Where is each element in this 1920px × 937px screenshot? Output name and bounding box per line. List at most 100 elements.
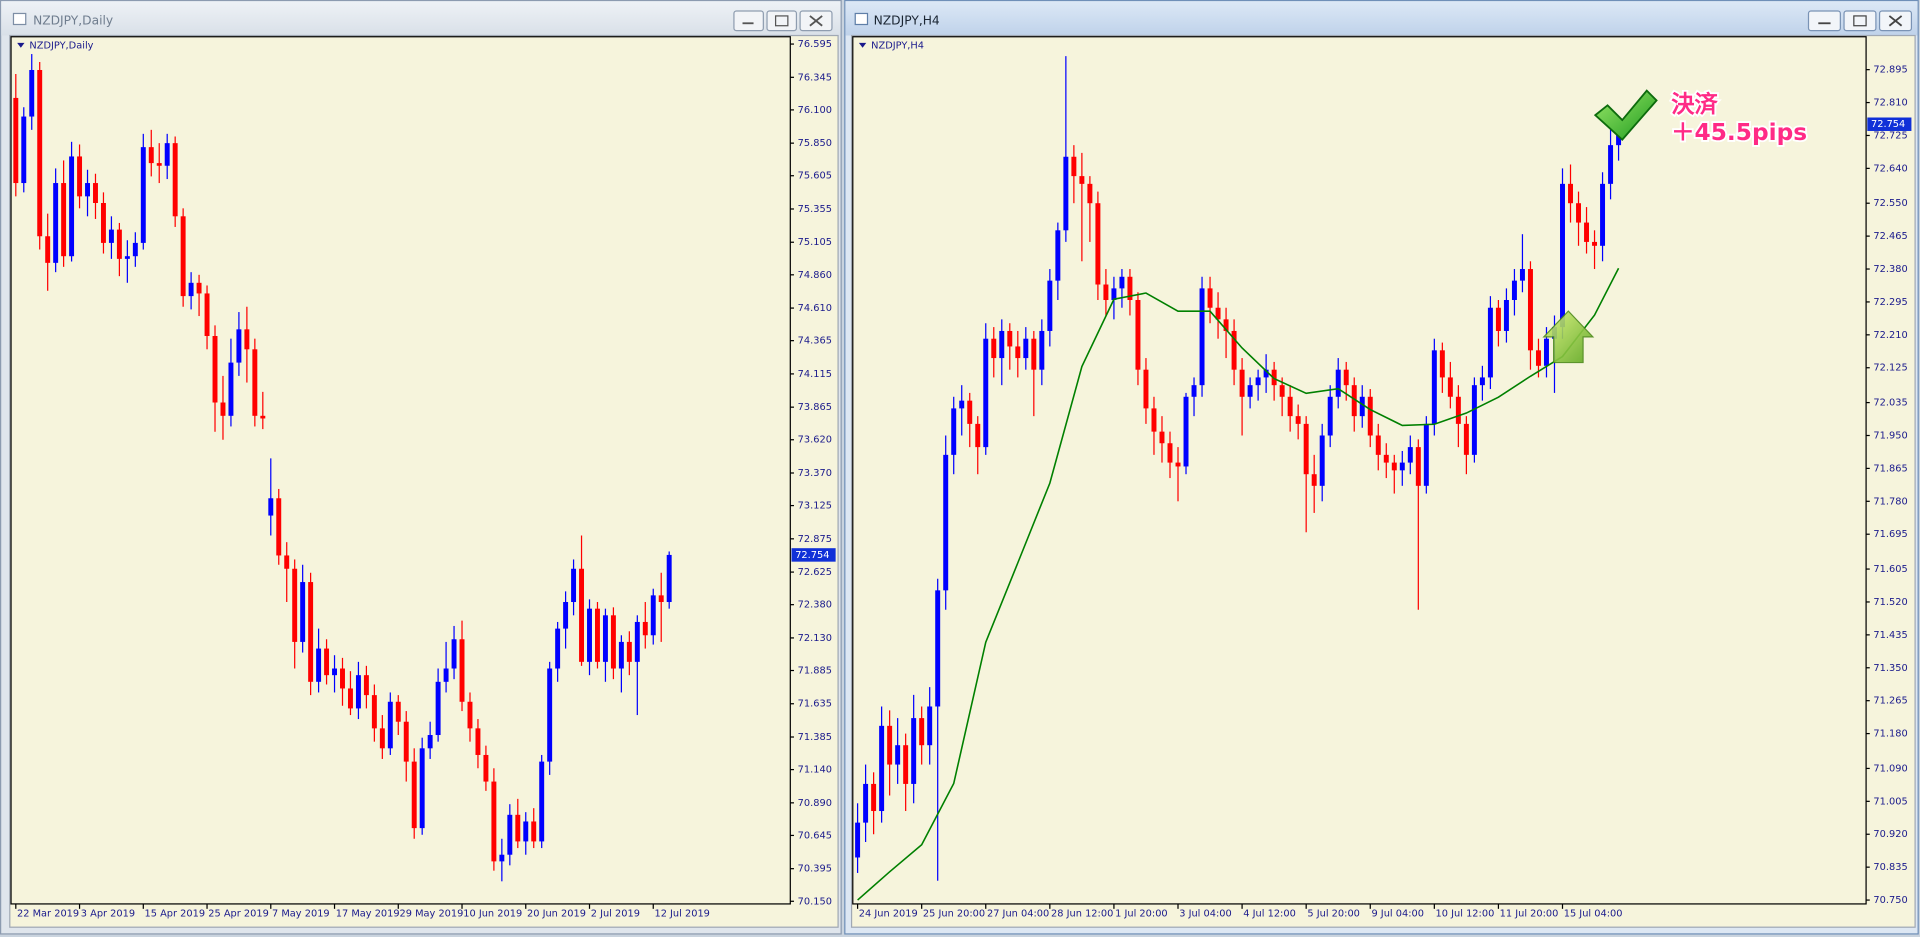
candle-body	[1335, 369, 1341, 397]
chart-label: NZDJPY,H4	[871, 40, 924, 51]
candle-body	[1455, 396, 1461, 424]
candle-body	[491, 781, 497, 862]
candle-body	[1287, 396, 1293, 417]
candle-body	[1271, 369, 1277, 386]
candle-body	[999, 330, 1005, 359]
candle-body	[292, 568, 298, 642]
minimize-button[interactable]	[733, 10, 764, 32]
candle-body	[1511, 280, 1517, 300]
y-tick-label: 72.295	[1873, 297, 1907, 308]
candle-body	[1351, 385, 1357, 417]
y-tick-label: 71.865	[1873, 463, 1907, 474]
candle-body	[347, 688, 353, 709]
current-price-box	[791, 548, 836, 562]
candle-body	[340, 668, 345, 689]
candle-body	[666, 554, 672, 603]
x-tick-label: 27 Jun 04:00	[987, 909, 1049, 920]
candle-body	[1592, 241, 1598, 246]
candle-body	[1568, 183, 1573, 204]
candle-body	[515, 814, 521, 842]
candle-body	[363, 675, 369, 696]
candle-body	[1471, 385, 1477, 455]
moving-average	[857, 267, 1620, 901]
candle-body	[1199, 288, 1205, 386]
restore-button[interactable]	[766, 10, 798, 32]
candle-body	[1055, 230, 1061, 281]
x-tick-label: 25 Apr 2019	[208, 909, 269, 920]
candle-body	[324, 648, 330, 676]
candle-body	[1519, 269, 1525, 281]
candle-body	[403, 721, 409, 762]
candle-body	[379, 728, 385, 749]
candle-body	[1431, 350, 1437, 424]
candle-body	[1375, 435, 1381, 455]
candle-body	[523, 821, 529, 842]
x-tick-label: 1 Jul 20:00	[1115, 909, 1168, 920]
candle-body	[1175, 462, 1181, 467]
candle-body	[1191, 385, 1197, 397]
candle-body	[1415, 447, 1421, 486]
candle-body	[1543, 338, 1549, 366]
candle-body	[1223, 319, 1229, 331]
candle-body	[1119, 276, 1125, 289]
y-tick-label: 72.380	[1873, 264, 1907, 275]
y-tick-label: 70.890	[798, 798, 832, 809]
x-tick-label: 24 Jun 2019	[859, 909, 918, 920]
candle-body	[69, 156, 75, 257]
candle-body	[1295, 416, 1301, 424]
chart-label-arrow	[17, 42, 25, 48]
minimize-button[interactable]	[1807, 10, 1841, 32]
candle-body	[602, 615, 608, 662]
candle-body	[911, 718, 917, 784]
candle-body	[1535, 350, 1541, 366]
x-tick-label: 29 May 2019	[399, 909, 463, 920]
window-icon	[854, 12, 869, 26]
y-tick-label: 74.115	[798, 369, 832, 380]
candle-body	[148, 147, 154, 164]
x-tick-label: 17 May 2019	[336, 909, 400, 920]
candle-body	[132, 242, 138, 257]
window-title: NZDJPY,Daily	[33, 13, 113, 27]
y-tick-label: 75.355	[798, 204, 832, 215]
candle-body	[1447, 377, 1453, 397]
candle-body	[1608, 145, 1614, 184]
candle-body	[188, 282, 194, 297]
candle-body	[244, 329, 250, 350]
window-buttons[interactable]	[1807, 10, 1913, 32]
window-buttons[interactable]	[733, 10, 833, 32]
candle-body	[164, 143, 170, 166]
y-tick-label: 70.750	[1873, 895, 1907, 906]
y-tick-label: 76.100	[798, 105, 832, 116]
candle-body	[1407, 447, 1413, 463]
candle-body	[1263, 369, 1269, 378]
chart-label: NZDJPY,Daily	[29, 40, 93, 51]
candle-body	[45, 236, 51, 263]
y-tick-label: 72.640	[1873, 163, 1907, 174]
candle-body	[1215, 307, 1221, 320]
candle-body	[459, 639, 465, 702]
candle-body	[411, 761, 417, 829]
candle-body	[37, 69, 43, 237]
y-tick-label: 75.850	[798, 138, 832, 149]
candle-body	[93, 183, 98, 203]
y-tick-label: 72.810	[1873, 98, 1907, 109]
y-tick-label: 71.005	[1873, 796, 1907, 807]
candle-body	[124, 256, 130, 259]
candle-body	[300, 582, 306, 642]
candle-body	[943, 454, 949, 591]
restore-button[interactable]	[1843, 10, 1877, 32]
candle-body	[228, 362, 234, 416]
candle-body	[887, 725, 893, 765]
candle-body	[1391, 462, 1397, 471]
candle-body	[871, 783, 877, 812]
candle-body	[100, 202, 106, 243]
candle-body	[1047, 280, 1053, 331]
candle-body	[618, 641, 624, 669]
x-tick-label: 10 Jun 2019	[463, 909, 522, 920]
candle-body	[29, 69, 35, 117]
candle-body	[951, 408, 957, 455]
candle-body	[156, 163, 162, 166]
y-tick-label: 71.520	[1873, 597, 1907, 608]
x-tick-label: 28 Jun 12:00	[1051, 909, 1113, 920]
candle-body	[1319, 435, 1325, 486]
